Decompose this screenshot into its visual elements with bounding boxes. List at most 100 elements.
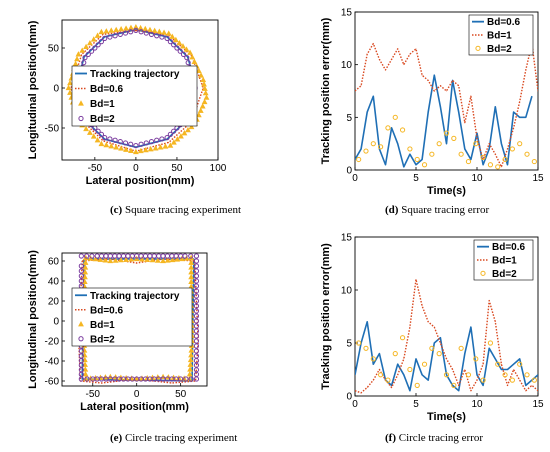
data-point [458,85,459,86]
data-point [367,321,368,322]
x-tick-label: 0 [352,399,358,410]
data-point [434,75,435,76]
data-point [446,143,447,144]
data-point [379,353,380,354]
data-point [422,75,423,76]
caption-tag: (e) [110,432,123,444]
data-point [379,59,380,60]
x-tick-label: 0 [133,163,139,174]
y-tick-label: 5 [346,339,352,350]
y-axis-label: Tracking position error(mm) [320,243,332,390]
data-point [135,30,136,31]
legend: Tracking trajectoryBd=0.6Bd=1Bd=2 [72,66,197,126]
data-point [373,364,374,365]
data-point [71,88,72,89]
data-point [464,122,465,123]
data-point [483,385,484,386]
x-tick-label: 5 [413,399,419,410]
caption-tag: (f) [385,432,396,444]
data-point [471,96,472,97]
data-point [483,364,484,365]
x-tick-label: 0 [352,173,358,184]
data-point [513,369,514,370]
data-point [501,369,502,370]
y-tick-label: 15 [341,233,353,244]
chart-c: -50 0 50 100-50050Lateral position(mm)Longi… [27,20,241,216]
caption-text: Square tracing experiment [122,204,241,216]
data-point [373,43,374,44]
data-point [507,164,508,165]
data-point [519,101,520,102]
data-point [422,374,423,375]
data-point [416,359,417,360]
legend-label: Bd=2 [90,334,115,345]
y-tick-label: 10 [341,286,353,297]
data-point [519,117,520,118]
caption-tag: (c) [110,204,123,216]
data-point [84,56,85,57]
data-point [501,364,502,365]
y-tick-label: -40 [45,357,60,368]
data-point [403,374,404,375]
data-point [507,149,508,150]
data-point [446,359,447,360]
y-tick-label: -60 [45,377,60,388]
data-point [367,387,368,388]
data-point [373,380,374,381]
data-point [458,112,459,113]
data-point [477,380,478,381]
legend-label: Bd=2 [90,114,115,125]
data-point [410,54,411,55]
y-tick-label: 0 [346,392,352,403]
data-point [422,159,423,160]
data-point [440,343,441,344]
data-point [519,359,520,360]
legend-label: Bd=0.6 [90,84,124,95]
data-point [532,96,533,97]
figure-caption: (e) Circle tracing experiment [110,432,237,444]
data-point [428,80,429,81]
data-point [464,369,465,370]
data-point [434,343,435,344]
data-point [501,166,502,167]
y-tick-label: 5 [346,113,352,124]
data-point [397,374,398,375]
chart-d: 0 5 10 15051015Time(s)Tracking position err… [320,8,544,217]
figure-caption: (f) Circle tracing error [385,432,483,444]
data-point [168,142,169,143]
data-point [452,369,453,370]
data-point [373,96,374,97]
data-point [501,143,502,144]
data-point [82,261,83,262]
data-point [171,383,172,384]
legend-label: Bd=0.6 [492,242,526,253]
data-point [477,138,478,139]
y-axis-label: Longitudinal position(mm) [27,250,39,389]
data-point [525,117,526,118]
legend-label: Tracking trajectory [90,291,180,302]
data-point [403,166,404,167]
x-axis-label: Lateral position(mm) [86,175,195,187]
caption-text: Square tracing error [398,204,489,216]
y-axis-label: Tracking position error(mm) [320,17,332,164]
y-tick-label: 10 [341,60,353,71]
legend-item: Tracking trajectory [75,69,180,80]
data-point [428,321,429,322]
data-point [410,390,411,391]
legend-label: Bd=1 [487,31,512,42]
figure-caption: (d) Square tracing error [385,204,489,216]
data-point [385,70,386,71]
x-tick-label: 15 [532,173,544,184]
data-point [379,369,380,370]
data-point [397,364,398,365]
data-point [416,48,417,49]
data-point [81,54,82,55]
data-point [495,359,496,360]
x-tick-label: 100 [210,163,227,174]
data-point [440,106,441,107]
caption-tag: (d) [385,204,399,216]
data-point [136,263,137,264]
chart-f: 0 5 10 15 0 5 10 15 Time(s) Tracking position err… [320,233,544,445]
chart-e: -50 0 50-60-40-200204060Lateral position(m… [27,250,237,444]
y-tick-label: -50 [45,124,60,135]
